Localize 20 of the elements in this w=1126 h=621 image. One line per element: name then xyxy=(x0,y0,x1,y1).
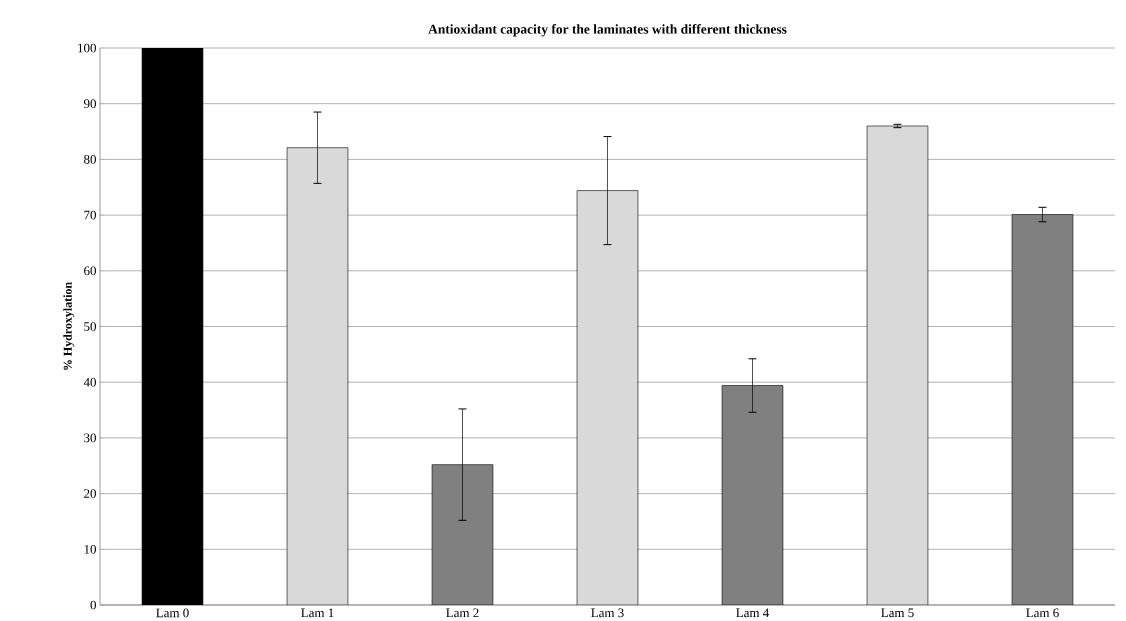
y-tick-label: 80 xyxy=(84,155,96,164)
x-tick-label: Lam 2 xyxy=(446,608,479,618)
x-tick-label: Lam 0 xyxy=(156,608,189,618)
x-tick-label: Lam 4 xyxy=(736,608,770,618)
y-axis-title: % Hydroxylation xyxy=(63,282,75,370)
chart-title: Antioxidant capacity for the laminates with different thickness xyxy=(428,24,787,37)
y-tick-label: 70 xyxy=(84,210,96,220)
y-tick-label: 0 xyxy=(90,600,96,610)
y-tick-label: 50 xyxy=(84,322,96,331)
x-tick-label: Lam 5 xyxy=(881,608,914,618)
y-tick-label: 90 xyxy=(83,99,96,109)
y-tick-label: 40 xyxy=(83,377,96,387)
y-tick-label: 20 xyxy=(84,489,96,498)
y-tick-label: 60 xyxy=(84,266,96,276)
x-tick-label: Lam 3 xyxy=(591,608,624,618)
x-tick-label: Lam 1 xyxy=(301,608,334,618)
y-tick-label: 30 xyxy=(84,433,96,443)
x-tick-label: Lam 6 xyxy=(1026,608,1059,618)
y-tick-label: 10 xyxy=(84,544,96,554)
y-tick-label: 100 xyxy=(78,43,96,53)
